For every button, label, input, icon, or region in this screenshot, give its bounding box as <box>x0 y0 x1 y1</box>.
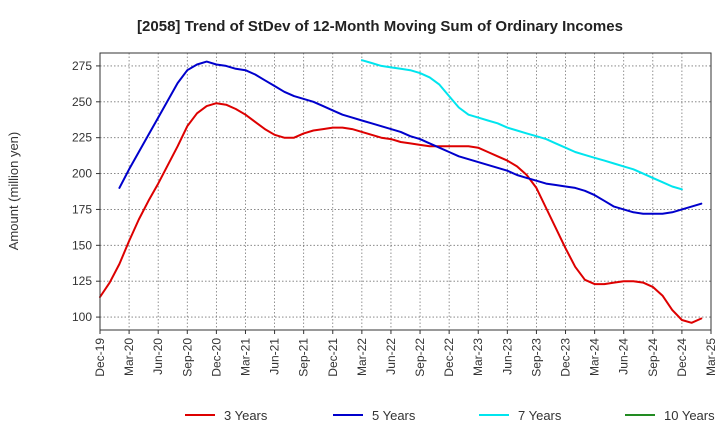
y-tick-label: 175 <box>72 202 92 216</box>
x-tick-label: Mar-24 <box>588 338 602 376</box>
chart-title: [2058] Trend of StDev of 12-Month Moving… <box>137 18 623 35</box>
y-tick-label: 200 <box>72 167 92 181</box>
x-tick-label: Mar-21 <box>238 338 252 376</box>
x-tick-label: Jun-24 <box>617 338 631 375</box>
x-tick-label: Mar-23 <box>471 338 485 376</box>
y-tick-label: 225 <box>72 131 92 145</box>
x-tick-label: Jun-23 <box>500 338 514 375</box>
x-tick-label: Dec-19 <box>93 338 107 377</box>
x-tick-label: Dec-21 <box>326 338 340 377</box>
x-tick-label: Sep-21 <box>297 338 311 377</box>
grid <box>99 53 712 330</box>
x-tick-label: Jun-20 <box>151 338 165 375</box>
x-tick-label: Sep-20 <box>180 338 194 377</box>
y-tick-label: 250 <box>72 95 92 109</box>
legend: 3 Years 5 Years 7 Years 10 Years <box>185 408 715 423</box>
x-tick-label: Dec-24 <box>675 338 689 377</box>
x-axis: Dec-19 Mar-20 Jun-20 Sep-20 Dec-20 Mar-21 Jun-… <box>93 330 718 377</box>
x-tick-label: Mar-22 <box>355 338 369 376</box>
legend-label-7-years: 7 Years <box>518 408 562 423</box>
x-tick-label: Dec-23 <box>559 338 573 377</box>
x-tick-label: Mar-20 <box>122 338 136 376</box>
x-tick-label: Sep-22 <box>413 338 427 377</box>
y-tick-label: 125 <box>72 274 92 288</box>
legend-label-10-years: 10 Years <box>664 408 715 423</box>
y-axis: 100 125 150 175 200 225 250 275 <box>72 59 100 324</box>
y-tick-label: 100 <box>72 310 92 324</box>
x-tick-label: Dec-20 <box>209 338 223 377</box>
legend-label-5-years: 5 Years <box>372 408 416 423</box>
x-tick-label: Mar-25 <box>704 338 718 376</box>
y-tick-label: 150 <box>72 238 92 252</box>
series-lines <box>99 59 703 324</box>
x-tick-label: Sep-24 <box>646 338 660 377</box>
series-line-3-years <box>99 102 703 324</box>
plot-frame <box>99 52 712 331</box>
legend-label-3-years: 3 Years <box>224 408 268 423</box>
x-tick-label: Jun-22 <box>384 338 398 375</box>
x-tick-label: Sep-23 <box>529 338 543 377</box>
series-line-5-years <box>118 60 703 215</box>
x-tick-label: Dec-22 <box>442 338 456 377</box>
x-tick-label: Jun-21 <box>268 338 282 375</box>
y-axis-label: Amount (million yen) <box>6 132 21 251</box>
y-tick-label: 275 <box>72 59 92 73</box>
series-line-7-years <box>360 59 683 191</box>
